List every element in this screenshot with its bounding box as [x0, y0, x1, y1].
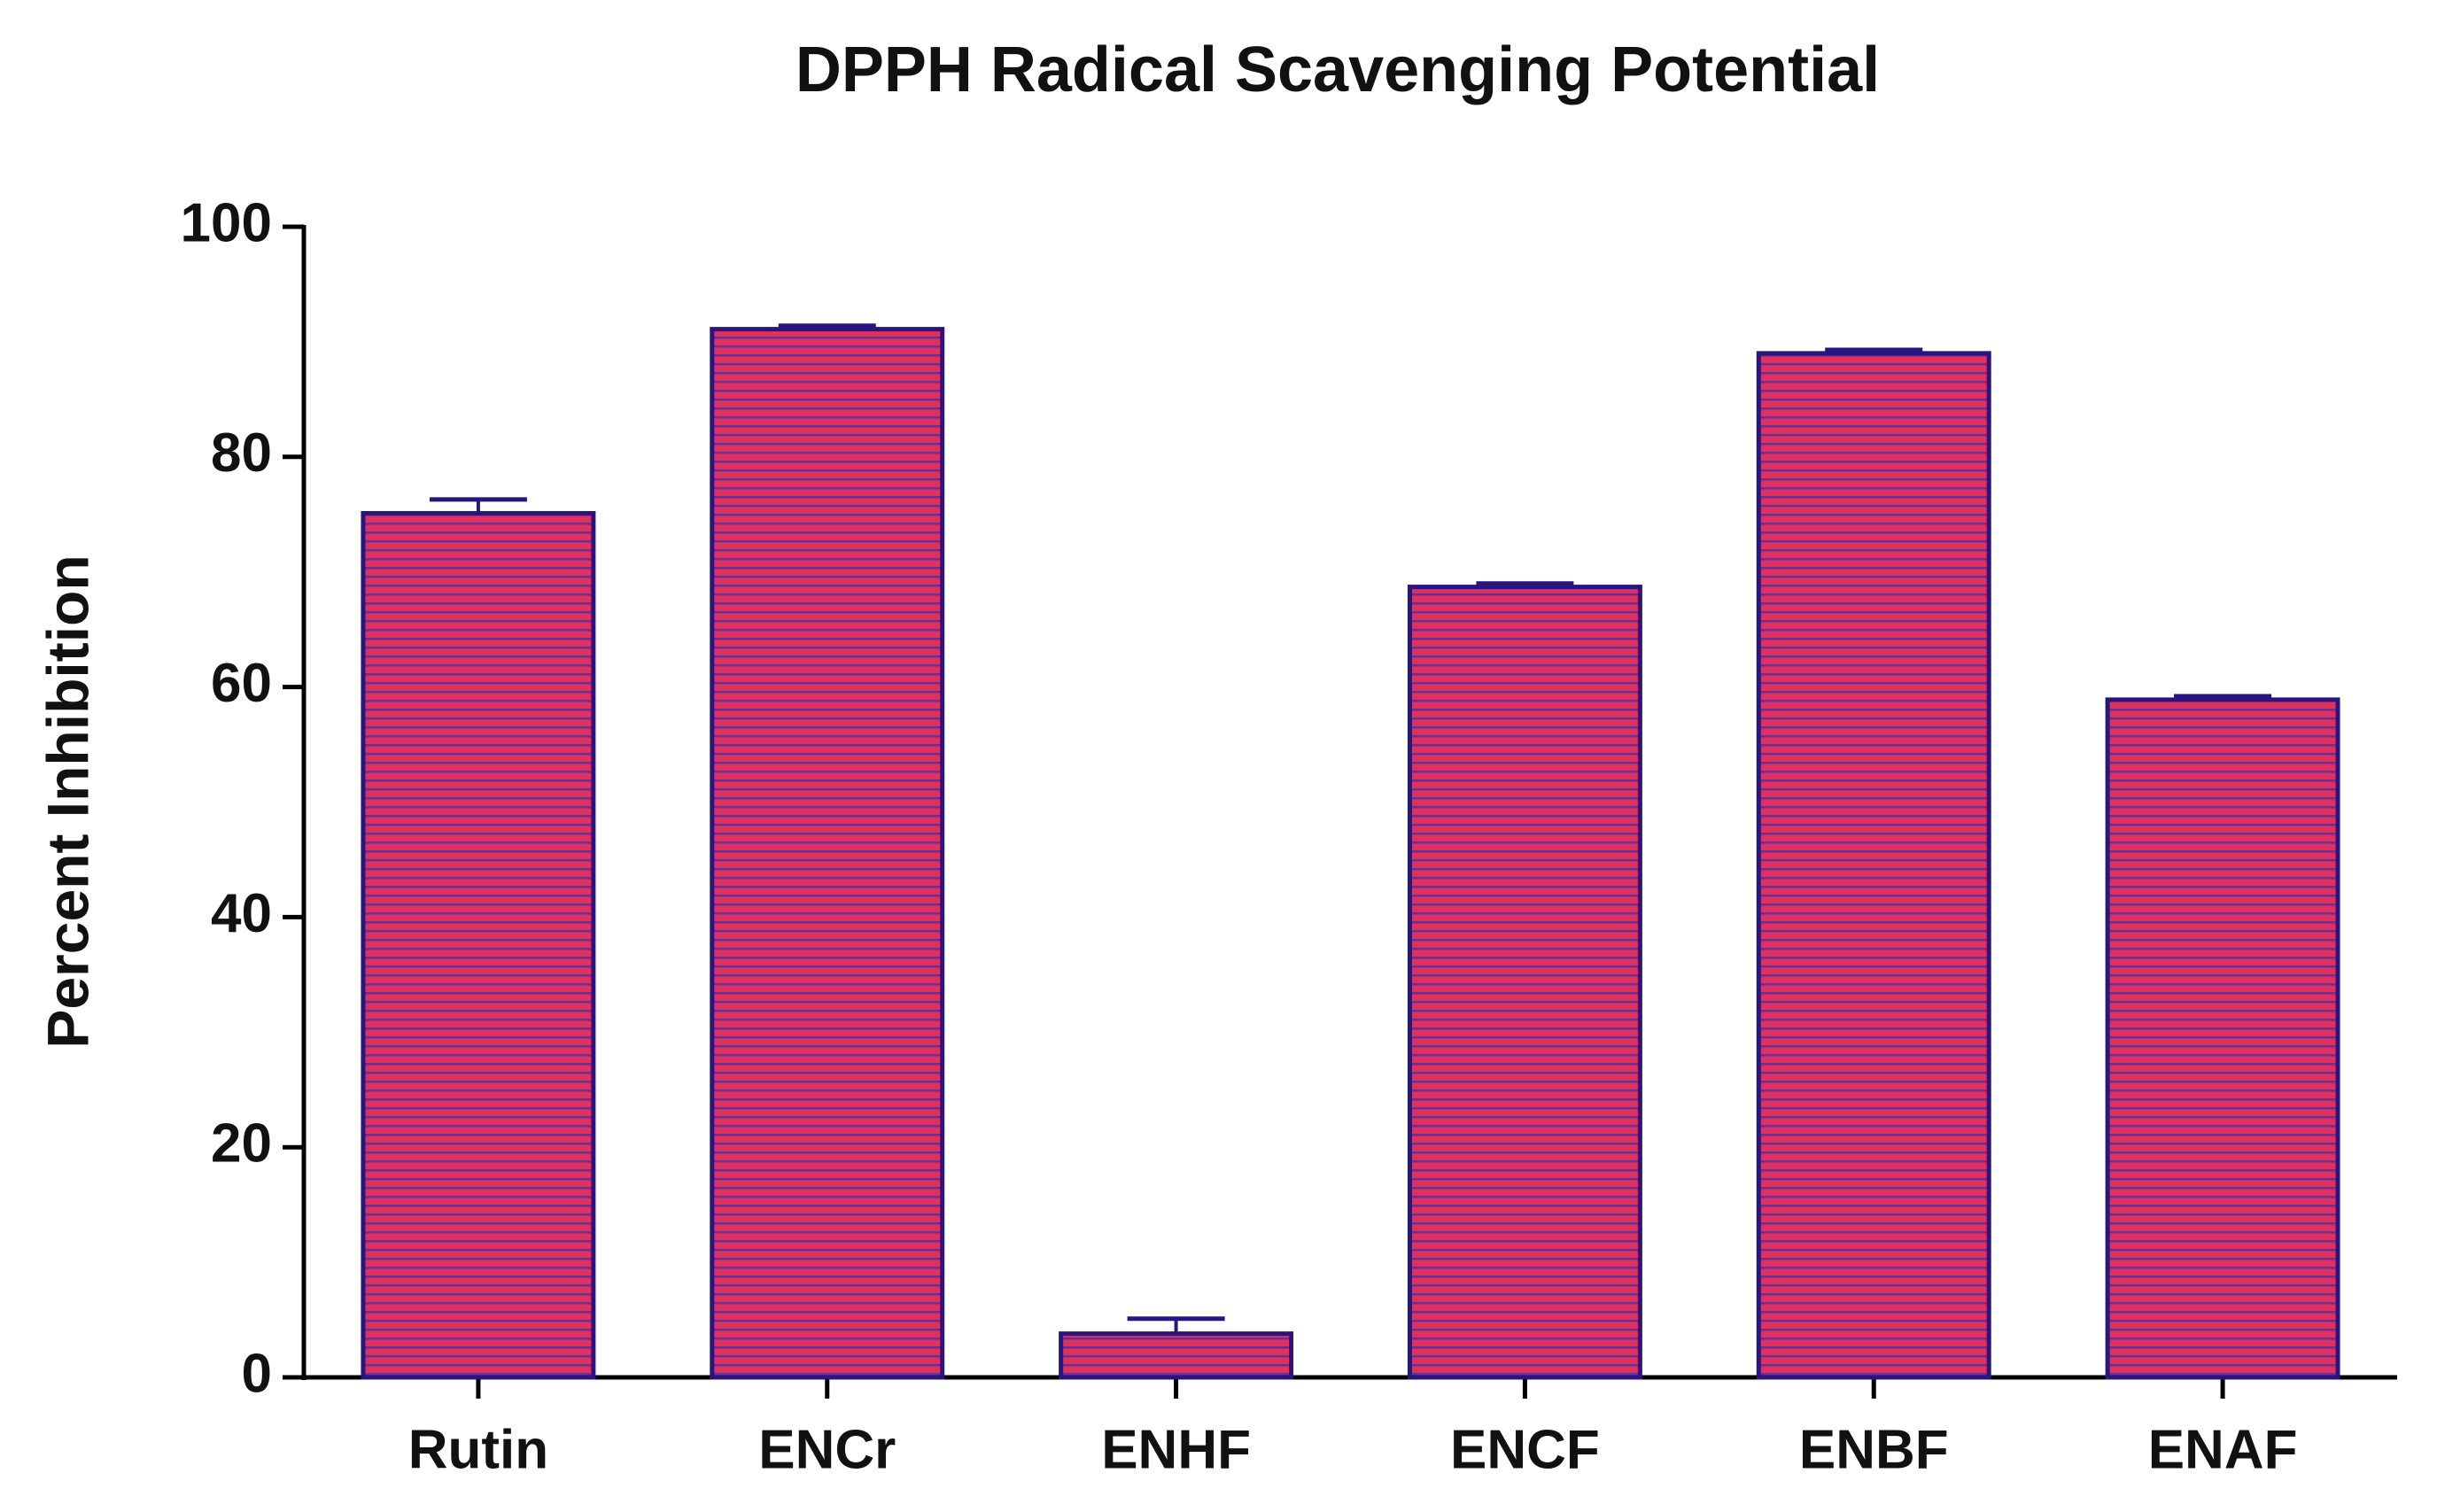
y-tick-label: 100	[181, 192, 272, 253]
y-tick-label: 40	[211, 883, 272, 944]
x-tick-label: ENBF	[1799, 1419, 1949, 1480]
y-tick-label: 0	[242, 1343, 272, 1404]
chart-title: DPPH Radical Scavenging Potential	[796, 35, 1880, 105]
x-tick-label: ENHF	[1101, 1419, 1251, 1480]
y-tick-label: 80	[211, 423, 272, 484]
y-tick-label: 20	[211, 1113, 272, 1175]
x-tick-label: Rutin	[408, 1419, 548, 1480]
x-tick-label: ENAF	[2148, 1419, 2298, 1480]
bar	[2105, 697, 2340, 1380]
x-tick-label: ENCF	[1450, 1419, 1600, 1480]
x-tick-label: ENCr	[758, 1419, 896, 1480]
bar	[361, 510, 596, 1380]
y-tick-label: 60	[211, 653, 272, 714]
y-axis-label: Percent Inhibition	[35, 554, 100, 1048]
bar	[1407, 585, 1642, 1380]
bar	[1756, 351, 1991, 1380]
bar	[1059, 1331, 1294, 1380]
bar	[710, 327, 945, 1380]
